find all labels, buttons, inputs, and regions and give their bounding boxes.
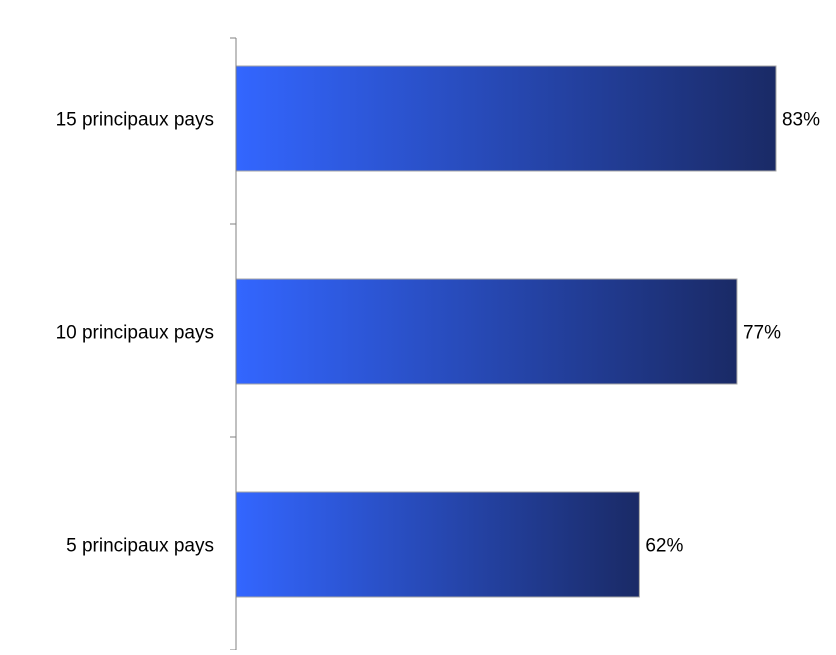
data-label-2: 77%	[743, 323, 781, 344]
labels-layer: 15 principaux pays 83% 10 principaux pays 7…	[56, 110, 821, 557]
bar-1	[235, 65, 777, 172]
data-label-3: 62%	[645, 536, 683, 557]
bars-layer	[235, 65, 777, 598]
bar-3	[235, 491, 640, 598]
bar-2	[235, 278, 738, 385]
category-label-3: 5 principaux pays	[66, 536, 214, 557]
data-label-1: 83%	[782, 110, 820, 131]
category-label-1: 15 principaux pays	[56, 110, 214, 131]
category-label-2: 10 principaux pays	[56, 323, 214, 344]
category-axis	[230, 37, 237, 651]
